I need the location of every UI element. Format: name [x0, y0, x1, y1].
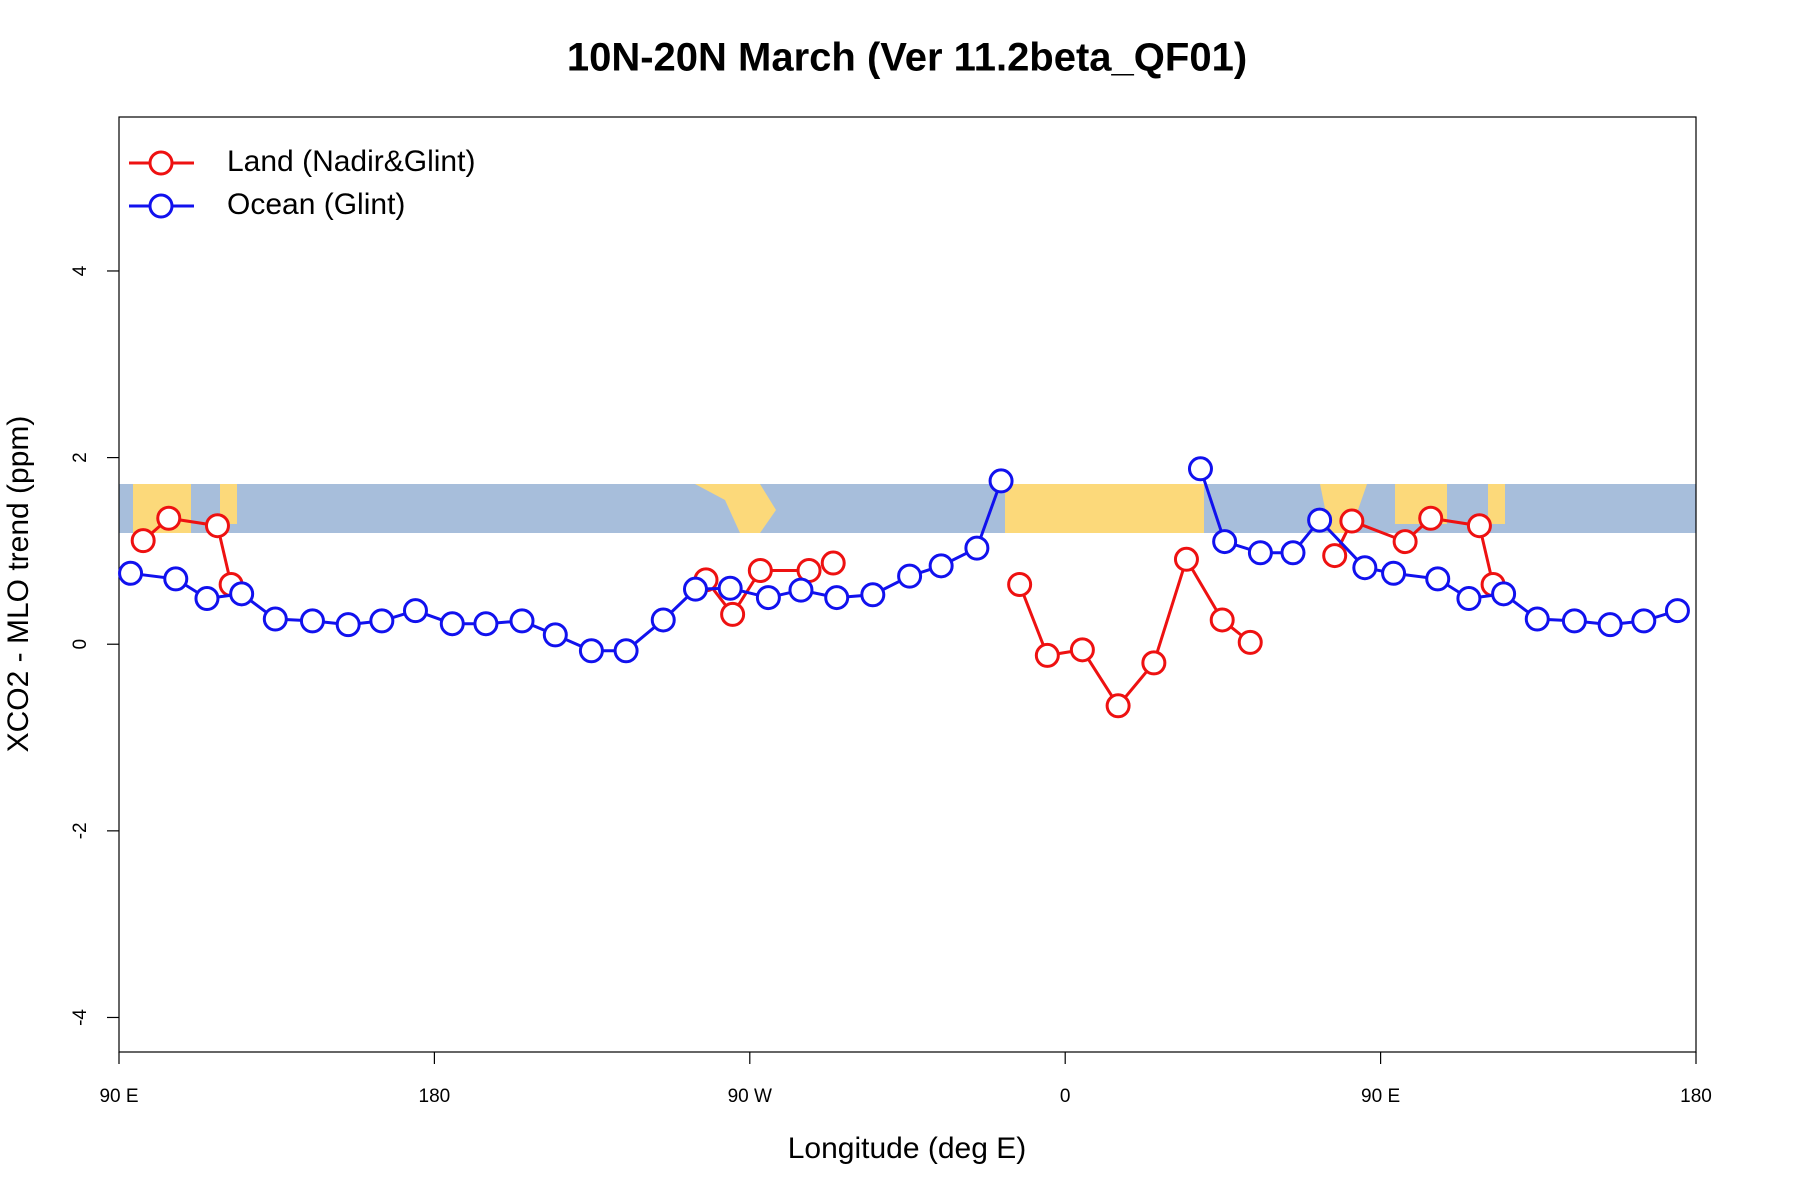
data-point	[1173, 546, 1199, 572]
data-point	[1034, 642, 1060, 668]
data-point	[988, 468, 1014, 494]
data-point	[717, 575, 743, 601]
land-patch	[1005, 484, 1204, 533]
data-point	[613, 638, 639, 664]
data-point	[1352, 555, 1378, 581]
data-point	[542, 622, 568, 648]
data-point	[1209, 607, 1235, 633]
legend-marker	[148, 150, 174, 176]
data-point	[1280, 540, 1306, 566]
legend-marker	[148, 193, 174, 219]
y-tick-label: 4	[70, 265, 91, 276]
data-point	[1247, 540, 1273, 566]
data-point	[1456, 585, 1482, 611]
data-point	[118, 560, 144, 586]
data-point	[1631, 608, 1657, 634]
data-point	[1491, 581, 1517, 607]
data-point	[1418, 505, 1444, 531]
y-axis-title: XCO2 - MLO trend (ppm)	[2, 416, 35, 753]
data-point	[897, 563, 923, 589]
data-point	[1466, 513, 1492, 539]
map-background	[119, 484, 1696, 533]
plot-frame	[118, 116, 1697, 1053]
land-patch	[220, 484, 237, 524]
data-point	[578, 638, 604, 664]
data-point	[964, 535, 990, 561]
data-point	[163, 566, 189, 592]
data-point	[369, 608, 395, 634]
data-point	[509, 608, 535, 634]
data-point	[204, 513, 230, 539]
data-point	[928, 553, 954, 579]
data-point	[755, 585, 781, 611]
x-tick-label: 180	[1680, 1086, 1712, 1107]
data-point	[439, 611, 465, 637]
data-point	[1322, 543, 1348, 569]
data-point	[1069, 637, 1095, 663]
legend-label: Land (Nadir&Glint)	[227, 145, 475, 178]
land-patch	[695, 484, 776, 533]
x-axis-title: Longitude (deg E)	[788, 1132, 1027, 1165]
data-point	[1105, 693, 1131, 719]
data-point	[860, 582, 886, 608]
data-point	[1307, 507, 1333, 533]
data-point	[747, 558, 773, 584]
data-point	[1392, 529, 1418, 555]
data-point	[720, 601, 746, 627]
data-point	[1141, 650, 1167, 676]
data-point	[1561, 608, 1587, 634]
data-point	[473, 611, 499, 637]
x-tick-label: 180	[419, 1086, 451, 1107]
data-point	[682, 576, 708, 602]
data-point	[820, 550, 846, 576]
data-point	[1597, 612, 1623, 638]
x-tick-label: 90 E	[99, 1086, 138, 1107]
x-tick-label: 0	[1060, 1086, 1071, 1107]
data-point	[1524, 606, 1550, 632]
land-patch	[1488, 484, 1505, 524]
x-tick-label: 90 E	[1361, 1086, 1400, 1107]
ocean-band	[119, 484, 1696, 533]
data-point	[1425, 566, 1451, 592]
data-point	[1212, 529, 1238, 555]
x-tick-label: 90 W	[728, 1086, 772, 1107]
data-point	[299, 608, 325, 634]
data-point	[1381, 560, 1407, 586]
y-tick-label: 2	[70, 452, 91, 463]
y-tick-label: -4	[70, 1009, 91, 1026]
data-point	[194, 585, 220, 611]
y-tick-label: 0	[70, 639, 91, 650]
data-point	[1237, 629, 1263, 655]
data-point	[1007, 572, 1033, 597]
chart-title: 10N-20N March (Ver 11.2beta_QF01)	[567, 36, 1247, 80]
data-point	[130, 528, 156, 554]
data-point	[156, 505, 182, 531]
data-point	[650, 607, 676, 633]
data-point	[788, 577, 814, 603]
y-tick-label: -2	[70, 822, 91, 839]
legend-label: Ocean (Glint)	[227, 188, 405, 221]
data-point	[1664, 598, 1690, 624]
data-point	[335, 612, 361, 638]
data-point	[824, 585, 850, 611]
data-point	[229, 581, 255, 607]
data-point	[402, 598, 428, 624]
data-point	[1187, 456, 1213, 482]
data-point	[262, 606, 288, 632]
data-point	[1339, 508, 1365, 534]
